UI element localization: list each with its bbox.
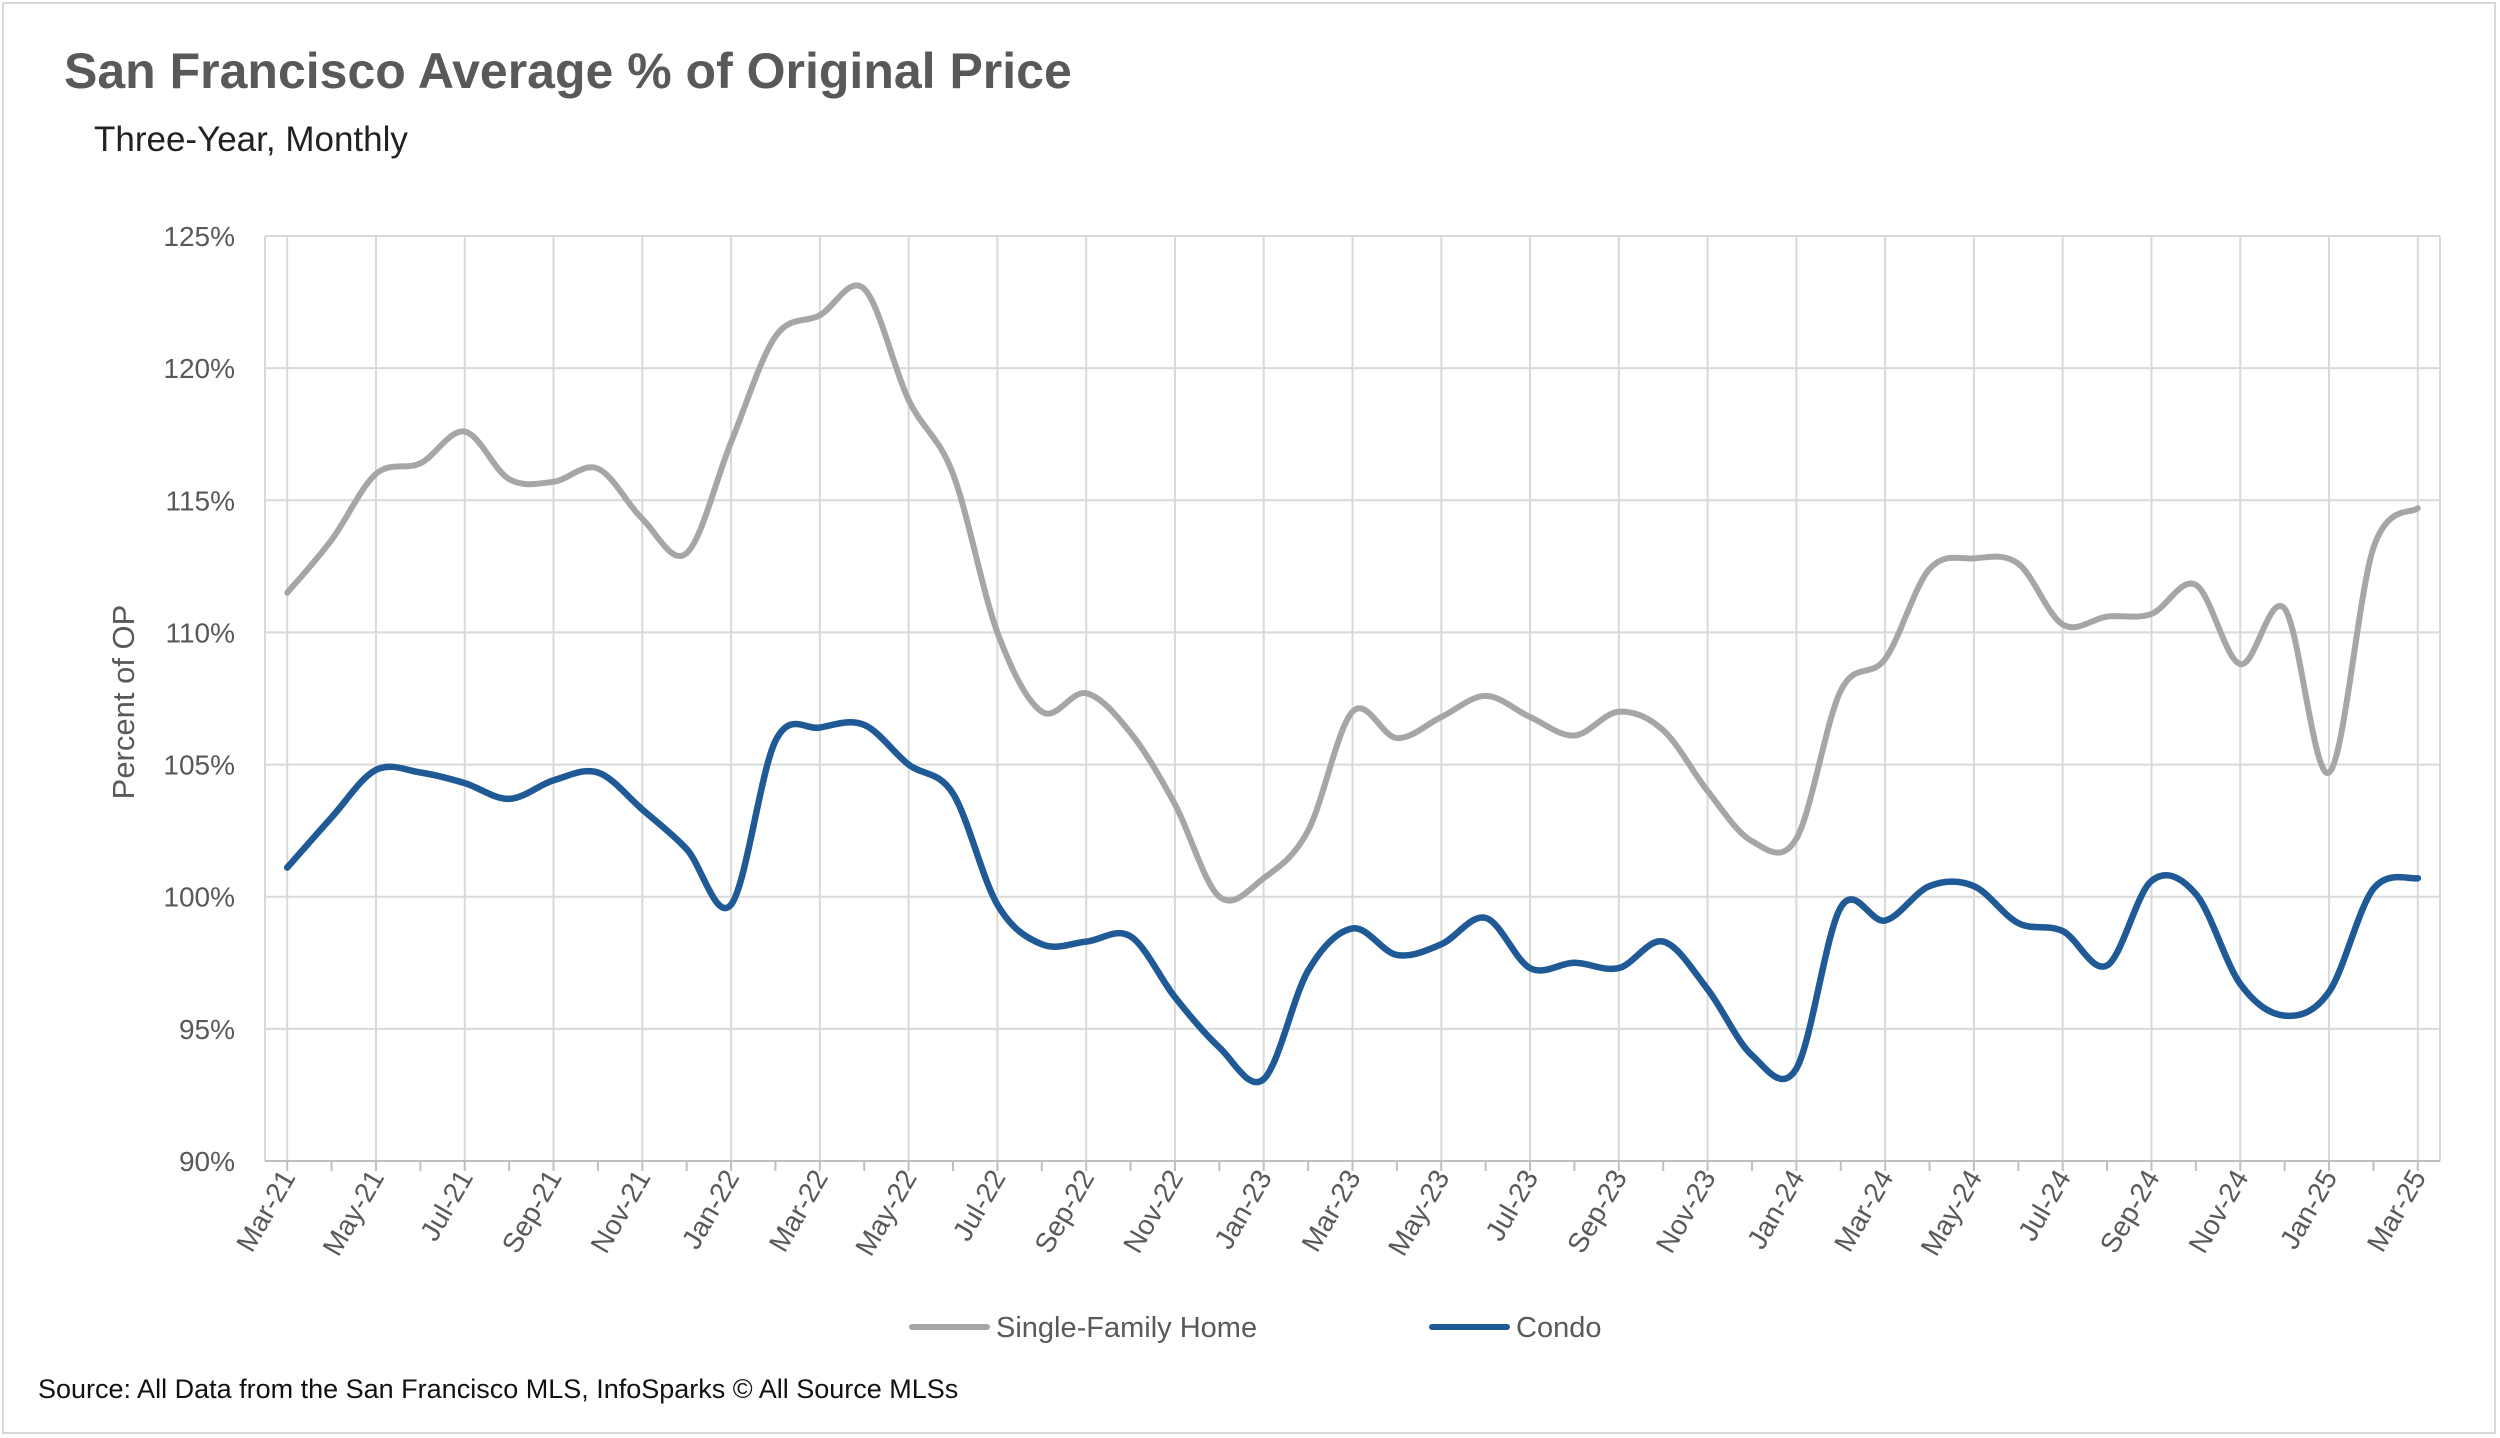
x-tick-label: Jan-24 [1741, 1165, 1811, 1255]
series-lines [283, 282, 2422, 1086]
y-tick-label: 125% [163, 221, 235, 252]
legend-label: Single-Family Home [996, 1312, 1257, 1344]
x-tick-label: Mar-23 [1295, 1165, 1366, 1257]
chart-title: San Francisco Average % of Original Pric… [64, 43, 1072, 99]
y-tick-label: 120% [163, 353, 235, 384]
x-tick-label: Mar-25 [2361, 1165, 2432, 1257]
chart-subtitle: Three-Year, Monthly [94, 120, 408, 159]
y-tick-label: 100% [163, 882, 235, 913]
x-tick-label: Sep-23 [1561, 1165, 1633, 1259]
x-tick-label: May-21 [317, 1165, 391, 1261]
legend: Single-Family Home Condo [909, 1312, 1601, 1344]
source-note: Source: All Data from the San Francisco … [38, 1374, 959, 1404]
x-tick-label: Jul-22 [947, 1165, 1012, 1247]
grid-lines [264, 235, 2441, 1162]
x-tick-label: Mar-22 [763, 1165, 834, 1257]
x-tick-label: Mar-21 [230, 1165, 301, 1257]
x-tick-label: Jul-24 [2012, 1165, 2077, 1247]
y-axis: 90% 95% 100% 105% 110% 115% 120% 125% [163, 221, 235, 1177]
x-tick-label: Jul-23 [1479, 1165, 1544, 1247]
y-tick-label: 105% [163, 750, 235, 781]
x-tick-label: Sep-21 [496, 1165, 568, 1259]
series-line-single-family-home [284, 282, 2421, 904]
x-tick-label: Jan-22 [676, 1165, 746, 1255]
legend-label: Condo [1516, 1312, 1601, 1344]
y-tick-label: 90% [179, 1146, 235, 1177]
x-axis: Mar-21 May-21 Jul-21 Sep-21 Nov-21 Jan-22 Mar-… [230, 1160, 2440, 1261]
y-tick-label: 115% [165, 485, 235, 516]
y-axis-title: Percent of OP [106, 605, 141, 800]
x-tick-label: Sep-22 [1028, 1165, 1100, 1259]
x-tick-label: Nov-22 [1117, 1165, 1189, 1259]
x-tick-label: Sep-24 [2094, 1165, 2166, 1259]
x-tick-label: Jul-21 [414, 1165, 479, 1247]
y-tick-label: 95% [179, 1014, 235, 1045]
x-tick-label: May-24 [1915, 1165, 1989, 1261]
series-line-condo [283, 719, 2422, 1086]
x-tick-label: Jan-23 [1208, 1165, 1278, 1255]
x-tick-label: Jan-25 [2274, 1165, 2344, 1255]
x-tick-label: Nov-23 [1650, 1165, 1722, 1259]
x-tick-label: Nov-24 [2182, 1165, 2254, 1259]
x-tick-label: Mar-24 [1828, 1165, 1899, 1257]
x-tick-label: May-22 [849, 1165, 923, 1261]
y-tick-label: 110% [165, 617, 235, 648]
x-tick-label: Nov-21 [585, 1165, 657, 1259]
x-tick-label: May-23 [1382, 1165, 1456, 1261]
